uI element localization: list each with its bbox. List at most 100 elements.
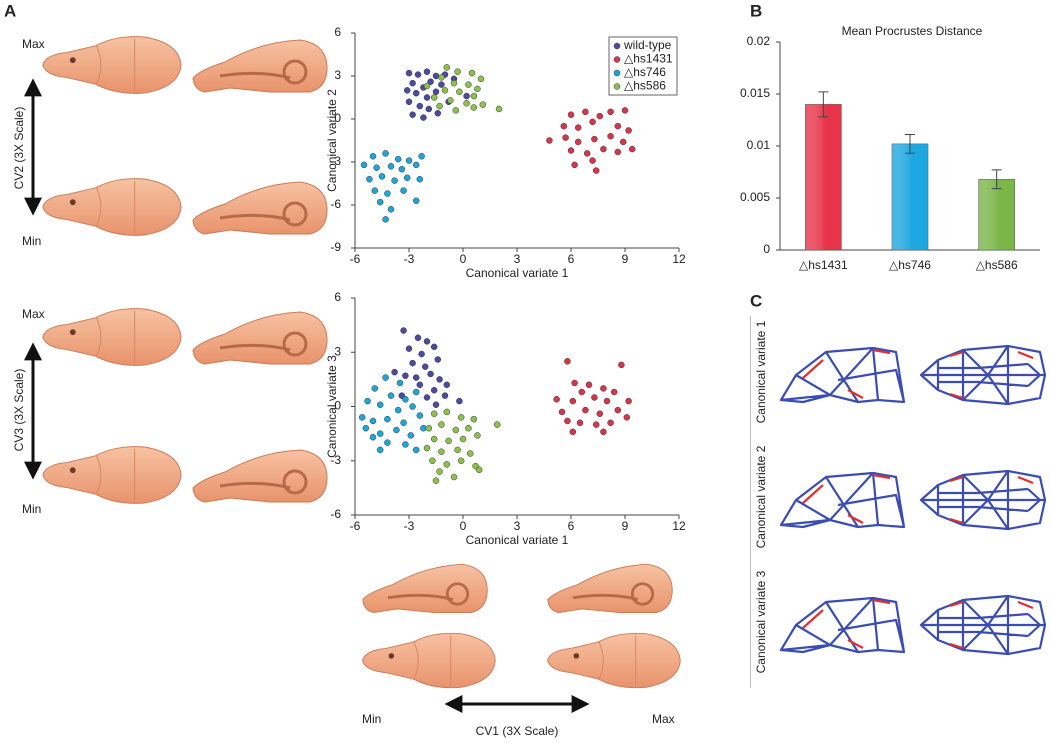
point [459, 435, 467, 443]
bar-sheen [892, 143, 928, 250]
point [393, 426, 400, 434]
point [443, 408, 451, 416]
point [416, 102, 424, 110]
point [423, 444, 431, 452]
point [450, 79, 458, 87]
skull-image [362, 632, 496, 689]
y-tick-label: -3 [330, 453, 341, 467]
point [571, 379, 578, 387]
point [600, 428, 607, 436]
skull-image [42, 36, 182, 94]
x-tick-label: 12 [672, 252, 686, 266]
min-label: Min [22, 502, 41, 516]
panel-label: A [4, 1, 16, 20]
point [470, 92, 478, 100]
point [603, 397, 611, 405]
x-tick-label: △hs1431 [799, 258, 848, 272]
point [591, 135, 598, 143]
x-tick-label: 6 [568, 252, 575, 266]
x-tick-label: △hs586 [976, 258, 1018, 272]
point [466, 450, 474, 457]
point [403, 87, 411, 94]
point [369, 153, 377, 160]
point [463, 92, 470, 100]
point [423, 338, 431, 345]
y-tick-label: 3 [334, 344, 341, 358]
point [432, 72, 440, 80]
point [596, 112, 604, 120]
x-tick-label: △hs746 [889, 258, 931, 272]
point [443, 461, 451, 468]
wireframe [779, 596, 906, 654]
wireframe [779, 471, 906, 529]
point [405, 98, 413, 106]
y-axis-label: Canonical variate 3 [325, 355, 339, 458]
point [376, 430, 384, 437]
point [376, 446, 384, 454]
point [409, 111, 416, 118]
point [387, 206, 395, 213]
bar-sheen [805, 104, 842, 251]
point [457, 457, 465, 464]
point [592, 421, 600, 428]
point [452, 107, 460, 114]
point [454, 446, 461, 454]
y-tick-label: 0.02 [747, 34, 771, 48]
point [405, 345, 413, 352]
legend-swatch [613, 69, 621, 77]
point [371, 187, 379, 194]
point [412, 161, 420, 169]
skull-image [42, 178, 182, 236]
point [400, 187, 407, 194]
point [560, 122, 568, 130]
point [591, 394, 598, 401]
point [409, 359, 416, 367]
point [369, 433, 377, 441]
legend-label: △hs586 [624, 79, 666, 93]
skull-image [361, 562, 489, 615]
y-tick-label: 6 [334, 290, 341, 304]
point [430, 386, 438, 394]
min-label: Min [22, 234, 41, 248]
point [456, 88, 463, 96]
point [567, 111, 575, 118]
point [438, 448, 445, 455]
point [589, 157, 596, 164]
point [412, 446, 420, 454]
point [434, 356, 442, 363]
y-tick-label: 0.005 [740, 190, 770, 204]
x-tick-label: 0 [460, 252, 467, 266]
scale-label: CV1 (3X Scale) [476, 724, 559, 738]
point [384, 415, 391, 423]
y-tick-label: 0.01 [747, 138, 771, 152]
point [585, 381, 593, 389]
point [387, 392, 395, 399]
point [600, 145, 607, 153]
point [463, 99, 470, 107]
point [396, 379, 404, 387]
point [445, 437, 452, 445]
point [416, 381, 424, 389]
point [429, 457, 436, 464]
point [474, 85, 481, 93]
point [425, 105, 433, 113]
chart-title: Mean Procrustes Distance [842, 24, 983, 38]
point [427, 78, 434, 85]
point [477, 75, 485, 83]
skull-image [191, 38, 329, 94]
point [384, 439, 391, 446]
point [558, 408, 566, 416]
point [407, 432, 415, 439]
error-bar [818, 91, 829, 118]
point [412, 89, 420, 97]
x-tick-label: 6 [568, 519, 575, 533]
y-tick-label: -9 [330, 240, 341, 254]
point [625, 127, 632, 134]
point [567, 147, 575, 154]
point [436, 376, 443, 383]
point [382, 374, 389, 381]
point [369, 417, 377, 425]
point [456, 397, 463, 405]
point [376, 198, 384, 206]
point [430, 410, 438, 417]
